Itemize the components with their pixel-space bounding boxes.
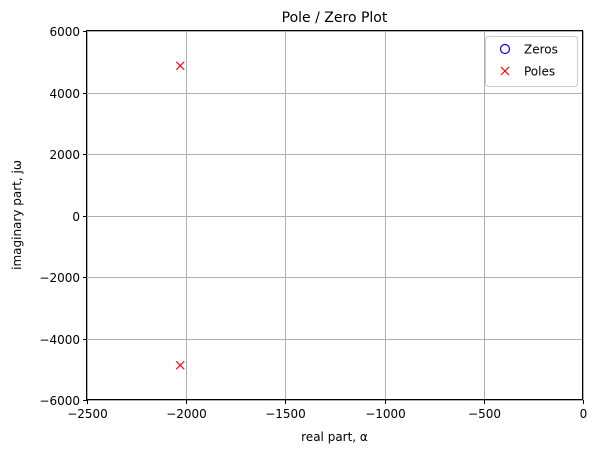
data-series	[175, 61, 185, 370]
x-tick-label: −500	[468, 407, 501, 421]
y-tick-label: 2000	[49, 148, 80, 162]
x-tick-label: 0	[580, 407, 588, 421]
x-axis-label: real part, α	[301, 430, 368, 444]
plot-frame	[86, 30, 583, 400]
y-tick-label: −4000	[39, 333, 80, 347]
x-axis-ticks: −2500 −2000 −1500 −1000 −500 0	[67, 400, 587, 421]
y-axis-ticks: −6000 −4000 −2000 0 2000 4000 6000	[39, 25, 87, 408]
chart-title: Pole / Zero Plot	[282, 10, 388, 26]
legend: Zeros Poles	[485, 36, 578, 87]
x-tick-label: −2000	[166, 407, 207, 421]
x-tick-label: −1000	[365, 407, 406, 421]
y-tick-label: 0	[72, 210, 80, 224]
legend-poles-label: Poles	[524, 65, 555, 79]
x-tick-label: −2500	[67, 407, 108, 421]
y-tick-label: 4000	[49, 87, 80, 101]
y-tick-label: 6000	[49, 25, 80, 39]
legend-zeros-marker	[499, 43, 511, 55]
y-tick-label: −2000	[39, 271, 80, 285]
poles-marker	[175, 360, 185, 370]
grid-lines	[87, 31, 584, 401]
legend-zeros-label: Zeros	[524, 43, 558, 57]
x-tick-label: −1500	[265, 407, 306, 421]
poles-marker	[175, 61, 185, 71]
y-tick-label: −6000	[39, 394, 80, 408]
y-axis-label: imaginary part, jω	[10, 160, 24, 270]
legend-poles-marker	[500, 66, 510, 76]
